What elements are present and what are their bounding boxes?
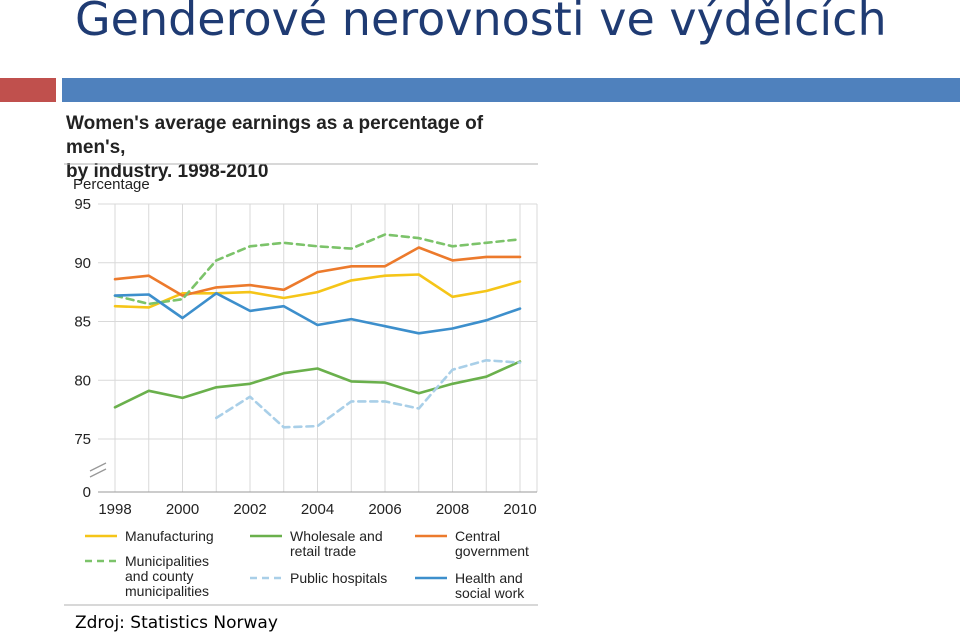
y-tick-label: 80	[74, 372, 91, 389]
series-line-5	[113, 291, 522, 335]
chart-title: Women's average earnings as a percentage…	[66, 112, 546, 184]
accent-bar-blue	[62, 78, 960, 102]
legend-label: Manufacturing	[125, 528, 214, 544]
accent-bar-red	[0, 78, 56, 102]
chart-title-line-2: by industry. 1998-2010	[66, 161, 269, 182]
x-tick-label: 2006	[368, 501, 401, 518]
x-tick-label: 2008	[436, 501, 469, 518]
x-tick-label: 2002	[233, 501, 266, 518]
legend-label: and county	[125, 568, 194, 584]
series-line-0	[113, 273, 522, 309]
series-line-2	[113, 246, 522, 297]
legend-label: Public hospitals	[290, 570, 387, 586]
y-axis-label: Percentage	[73, 176, 150, 193]
slide-title: Genderové nerovnosti ve výdělcích	[75, 0, 887, 46]
series-line-3	[113, 233, 522, 306]
y-tick-label: 95	[74, 196, 91, 213]
y-tick-label: 85	[74, 314, 91, 331]
x-tick-label: 1998	[98, 501, 131, 518]
series-line-4	[215, 358, 522, 429]
legend-label: municipalities	[125, 583, 209, 599]
x-tick-label: 2000	[166, 501, 199, 518]
chart-title-line-1: Women's average earnings as a percentage…	[66, 113, 484, 158]
legend-label: government	[455, 543, 529, 559]
axis-break-mark	[89, 462, 107, 472]
legend-label: Central	[455, 528, 500, 544]
series-line-1	[113, 360, 522, 409]
legend-label: Health and	[455, 570, 523, 586]
legend-label: retail trade	[290, 543, 356, 559]
legend-label: social work	[455, 585, 525, 601]
x-tick-label: 2004	[301, 501, 334, 518]
y-tick-label: 90	[74, 255, 91, 272]
y-tick-label: 0	[83, 484, 91, 501]
x-tick-label: 2010	[503, 501, 536, 518]
source-note: Zdroj: Statistics Norway	[75, 613, 278, 633]
axis-break-mark	[89, 468, 107, 478]
y-tick-label: 75	[74, 431, 91, 448]
legend-label: Wholesale and	[290, 528, 383, 544]
legend-label: Municipalities	[125, 553, 209, 569]
